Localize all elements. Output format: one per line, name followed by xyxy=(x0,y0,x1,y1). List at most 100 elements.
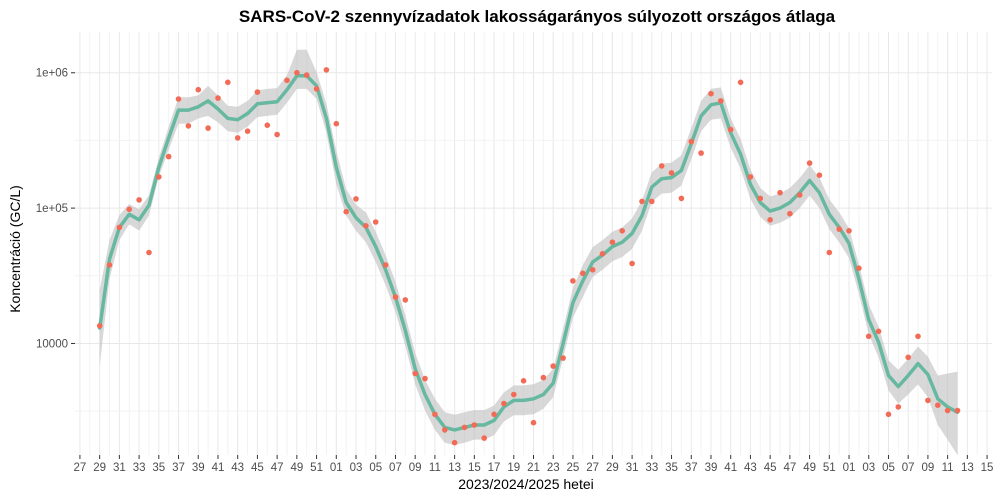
data-point xyxy=(146,249,152,256)
x-tick-label: 43 xyxy=(231,462,244,474)
data-point xyxy=(323,67,330,73)
x-tick-label: 01 xyxy=(330,462,343,474)
data-point xyxy=(727,126,734,133)
data-point xyxy=(550,363,556,369)
data-point xyxy=(757,195,764,202)
data-point xyxy=(599,251,606,257)
data-point xyxy=(501,400,507,407)
x-tick-label: 01 xyxy=(843,462,856,474)
x-tick-label: 29 xyxy=(606,462,619,474)
data-point xyxy=(747,174,754,180)
y-axis-ticks: 10000 1e+05 1e+06 xyxy=(36,68,75,350)
data-point xyxy=(96,323,103,329)
data-point xyxy=(451,439,458,446)
x-tick-label: 43 xyxy=(744,462,757,474)
data-point xyxy=(432,411,438,418)
x-tick-label: 47 xyxy=(783,462,796,474)
data-point xyxy=(530,419,537,426)
x-tick-label: 03 xyxy=(350,462,363,474)
data-point xyxy=(767,217,773,223)
x-tick-label: 07 xyxy=(902,462,915,474)
x-tick-label: 11 xyxy=(942,462,954,474)
data-point xyxy=(865,333,872,340)
data-point xyxy=(363,223,369,229)
data-point xyxy=(787,210,793,217)
x-tick-label: 19 xyxy=(507,462,520,474)
data-point xyxy=(718,98,724,104)
data-point xyxy=(895,404,902,410)
data-point xyxy=(471,422,478,428)
data-point xyxy=(688,138,695,145)
x-tick-label: 33 xyxy=(645,462,658,474)
x-tick-label: 49 xyxy=(803,462,816,474)
data-point xyxy=(442,427,448,433)
observed-points xyxy=(96,67,961,446)
x-tick-label: 27 xyxy=(586,462,599,474)
x-tick-label: 25 xyxy=(567,462,580,474)
data-point xyxy=(422,375,428,382)
x-tick-label: 05 xyxy=(882,462,895,474)
x-tick-label: 39 xyxy=(192,462,205,474)
data-point xyxy=(511,391,517,398)
data-point xyxy=(215,95,221,101)
data-point xyxy=(353,196,359,202)
data-point xyxy=(580,270,586,277)
x-tick-label: 51 xyxy=(310,462,323,474)
smoothed-trend-line xyxy=(97,74,960,432)
data-point xyxy=(856,265,862,272)
data-point xyxy=(796,192,803,198)
data-point xyxy=(225,79,231,86)
data-point xyxy=(185,123,192,129)
data-point xyxy=(589,267,596,273)
data-point xyxy=(481,435,488,441)
data-point xyxy=(954,407,961,414)
data-point xyxy=(402,297,409,303)
x-axis-label: 2023/2024/2025 hetei xyxy=(458,476,593,492)
x-tick-label: 31 xyxy=(113,462,126,474)
data-point xyxy=(915,333,921,340)
data-point xyxy=(658,163,665,169)
chart-title: SARS-CoV-2 szennyvízadatok lakosságarány… xyxy=(239,7,836,26)
data-point xyxy=(136,197,142,203)
data-point xyxy=(126,206,132,213)
data-point xyxy=(619,228,625,234)
data-point xyxy=(905,354,911,361)
y-tick-label: 10000 xyxy=(36,338,68,350)
x-tick-label: 27 xyxy=(74,462,87,474)
data-point xyxy=(175,96,182,102)
x-axis-ticks: 27 29 31 33 35 37 39 41 43 45 47 49 51 01 03 05 07 09 11 13… xyxy=(74,455,993,474)
y-tick-label: 1e+06 xyxy=(36,68,68,80)
x-tick-label: 07 xyxy=(389,462,402,474)
data-point xyxy=(343,208,350,215)
x-tick-label: 17 xyxy=(488,462,501,474)
x-tick-label: 45 xyxy=(764,462,777,474)
x-tick-label: 51 xyxy=(823,462,836,474)
data-point xyxy=(392,294,399,300)
data-point xyxy=(234,135,241,141)
data-point xyxy=(274,131,280,138)
data-point xyxy=(372,219,379,225)
x-tick-label: 33 xyxy=(133,462,146,474)
y-axis-label: Koncentráció (GC/L) xyxy=(7,185,23,313)
data-point xyxy=(678,195,685,202)
data-point xyxy=(944,407,951,414)
data-point xyxy=(836,226,842,232)
x-tick-label: 29 xyxy=(93,462,106,474)
x-tick-label: 37 xyxy=(685,462,698,474)
data-point xyxy=(560,355,566,361)
data-point xyxy=(540,374,547,381)
x-tick-label: 35 xyxy=(152,462,165,474)
data-point xyxy=(609,239,616,245)
x-tick-label: 47 xyxy=(271,462,284,474)
data-point xyxy=(668,170,675,176)
x-tick-label: 49 xyxy=(290,462,303,474)
x-tick-label: 21 xyxy=(527,462,540,474)
data-point xyxy=(294,69,300,76)
x-tick-label: 13 xyxy=(448,462,461,474)
data-point xyxy=(875,328,882,335)
data-point xyxy=(264,122,271,128)
x-tick-label: 41 xyxy=(212,462,225,474)
x-tick-label: 31 xyxy=(626,462,639,474)
confidence-band xyxy=(99,49,958,455)
